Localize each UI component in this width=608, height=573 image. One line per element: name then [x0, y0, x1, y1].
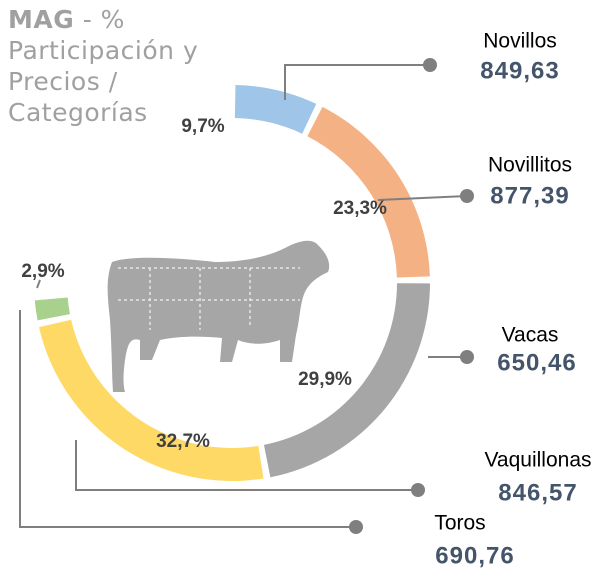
donut-segment: [38, 319, 264, 482]
leader-line: [377, 195, 468, 201]
category-label: Novillos: [483, 30, 557, 53]
leader-dot: [411, 483, 425, 497]
donut-segment: [34, 297, 70, 321]
category-label: Novillitos: [488, 154, 572, 177]
price-label: 690,76: [435, 542, 514, 569]
category-label: Vacas: [502, 324, 559, 347]
cow-silhouette: [107, 240, 330, 392]
price-label: 877,39: [490, 182, 569, 209]
percent-label: 32,7%: [156, 431, 210, 452]
leader-dot: [349, 520, 363, 534]
category-label: Vaquillonas: [484, 449, 591, 472]
title-rest: - % Participación y Precios / Categorías: [8, 5, 199, 127]
leader-dot: [460, 189, 474, 203]
percent-label: 29,9%: [298, 369, 352, 390]
category-label: Toros: [434, 512, 485, 535]
percent-label: 2,9%: [21, 261, 64, 282]
price-label: 846,57: [498, 479, 577, 506]
leader-dot: [460, 350, 474, 364]
leader-dot: [423, 58, 437, 72]
leader-line: [284, 64, 430, 100]
donut-segment: [307, 106, 430, 278]
donut-segment: [234, 85, 317, 134]
leader-line: [75, 440, 418, 491]
chart-title: MAG - % Participación y Precios / Catego…: [8, 4, 233, 128]
percent-label: 9,7%: [181, 116, 224, 137]
price-label: 650,46: [497, 349, 576, 376]
donut-segment: [263, 283, 430, 478]
leader-line: [19, 310, 356, 528]
percent-label: 23,3%: [333, 198, 387, 219]
price-label: 849,63: [480, 57, 559, 84]
title-bold: MAG: [8, 5, 75, 34]
leader-tick: [36, 279, 41, 289]
